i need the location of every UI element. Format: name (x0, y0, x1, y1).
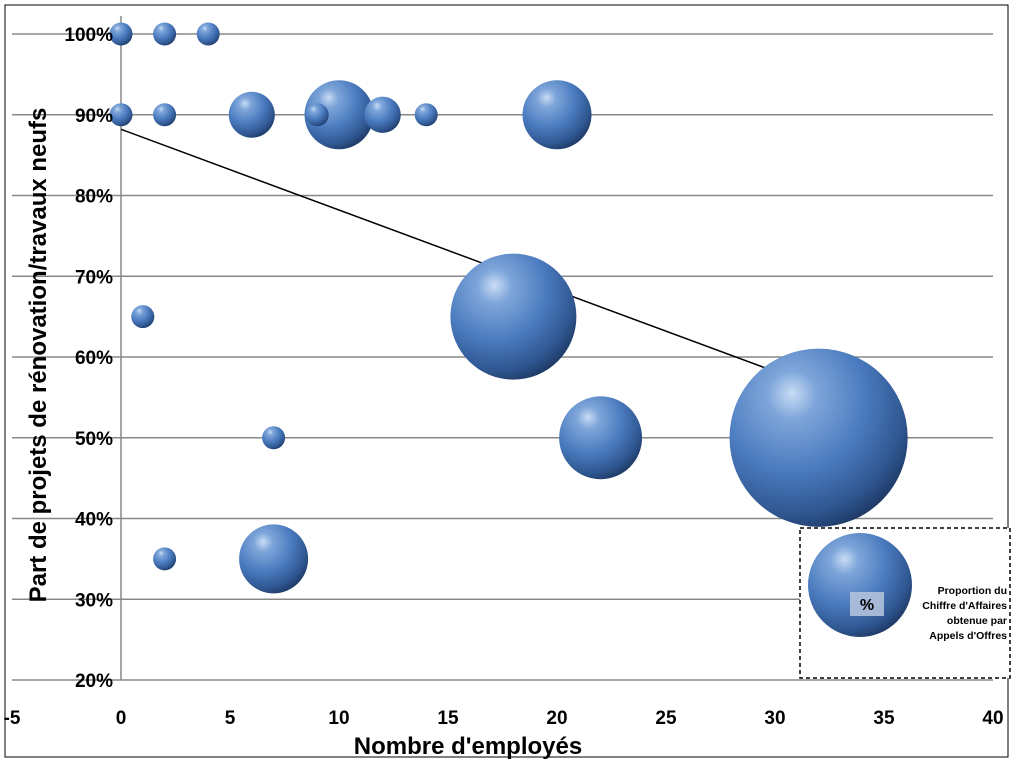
y-tick-label-6: 80% (75, 187, 113, 208)
bubble-1 (153, 22, 177, 46)
trendline-group (120, 128, 819, 389)
legend-line-3: obtenue par (947, 615, 1007, 627)
legend-bubble (808, 533, 912, 637)
bubble-14 (559, 396, 643, 480)
legend-label-bg (850, 592, 884, 616)
legend-symbol-label: % (860, 597, 874, 614)
bubble-6 (304, 80, 374, 150)
legend: % Proportion du Chiffre d'Affaires obten… (799, 527, 1011, 679)
y-tick-label-5: 70% (75, 267, 113, 288)
bubble-0 (109, 22, 133, 46)
y-tick-label-2: 40% (75, 510, 113, 531)
bubble-8 (364, 96, 401, 133)
legend-line-1: Proportion du (938, 585, 1007, 597)
bubbles (109, 22, 908, 594)
y-tick-labels: 20% 30% 40% 50% 60% 70% 80% 90% 100% (64, 25, 113, 692)
trendline (120, 128, 819, 389)
x-tick-label-4: 15 (437, 708, 459, 729)
bubble-3 (109, 103, 133, 127)
bubble-9 (414, 103, 438, 127)
x-tick-label-5: 20 (546, 708, 567, 729)
y-tick-label-7: 90% (75, 106, 113, 127)
x-tick-label-9: 40 (982, 708, 1003, 729)
bubble-4 (153, 103, 177, 127)
y-tick-label-1: 30% (75, 590, 113, 611)
x-tick-label-8: 35 (873, 708, 895, 729)
x-tick-label-7: 30 (764, 708, 785, 729)
bubble-11 (131, 305, 155, 329)
y-tick-label-4: 60% (75, 348, 113, 369)
bubble-7 (305, 103, 329, 127)
x-tick-label-3: 10 (328, 708, 349, 729)
y-tick-label-0: 20% (75, 671, 113, 692)
bubble-10 (522, 80, 592, 150)
x-tick-label-6: 25 (655, 708, 677, 729)
x-axis-title: Nombre d'employés (354, 733, 582, 760)
bubble-15 (729, 348, 908, 527)
x-tick-label-2: 5 (225, 708, 236, 729)
bubble-2 (196, 22, 220, 46)
bubble-12 (450, 253, 577, 380)
x-tick-label-0: -5 (4, 708, 21, 729)
legend-line-4: Appels d'Offres (929, 630, 1007, 642)
x-tick-label-1: 0 (116, 708, 127, 729)
y-axis-title: Part de projets de rénovation/travaux ne… (25, 108, 52, 603)
y-tick-label-3: 50% (75, 429, 113, 450)
bubble-13 (262, 426, 286, 450)
bubble-5 (228, 91, 275, 138)
x-tick-labels: -5 0 5 10 15 20 25 30 35 40 (4, 708, 1004, 729)
legend-line-2: Chiffre d'Affaires (922, 600, 1007, 612)
bubble-17 (239, 524, 309, 594)
y-tick-label-8: 100% (64, 25, 113, 46)
bubble-16 (153, 547, 177, 571)
